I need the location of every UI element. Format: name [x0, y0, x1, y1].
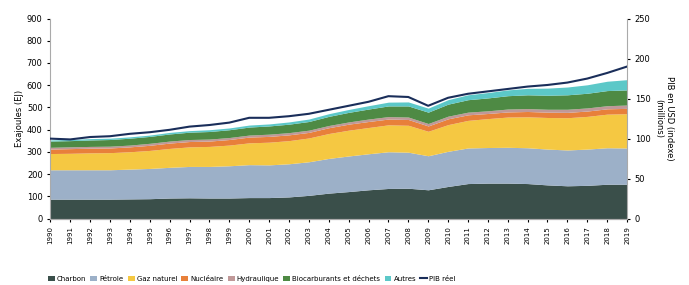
- Y-axis label: PIB en USD (indexe)
(millions): PIB en USD (indexe) (millions): [655, 76, 674, 161]
- Y-axis label: Exajoules (EJ): Exajoules (EJ): [15, 90, 24, 147]
- Legend: Charbon, Pétrole, Gaz naturel, Nucléaire, Hydraulique, Biocarburants et déchets,: Charbon, Pétrole, Gaz naturel, Nucléaire…: [45, 273, 458, 284]
